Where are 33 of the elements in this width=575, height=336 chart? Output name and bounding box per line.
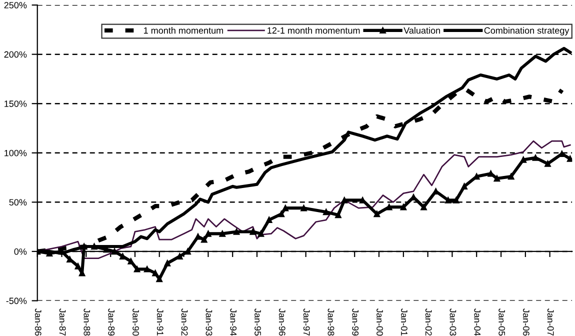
x-tick-label: Jan-03 — [450, 308, 456, 336]
x-tick-label: Jan-06 — [523, 308, 530, 336]
x-tick-label: Jan-89 — [108, 308, 115, 336]
legend-label: Valuation — [404, 27, 440, 34]
x-tick-label: Jan-93 — [206, 308, 212, 336]
x-tick-label: Jan-02 — [425, 308, 432, 336]
x-tick-label: Jan-90 — [132, 308, 139, 336]
x-tick-label: Jan-86 — [34, 308, 42, 336]
y-tick-label: -50% — [6, 298, 27, 304]
x-tick-label: Jan-00 — [376, 308, 383, 336]
x-tick-label: Jan-97 — [303, 308, 310, 336]
y-tick-label: 50% — [9, 199, 27, 206]
y-tick-label: 250% — [4, 2, 27, 8]
y-tick-label: 150% — [4, 100, 27, 107]
x-tick-label: Jan-01 — [401, 308, 408, 336]
x-tick-label: Jan-96 — [278, 308, 286, 336]
y-tick-label: 0% — [14, 248, 27, 255]
x-tick-label: Jan-94 — [230, 308, 237, 336]
legend-label: 12-1 month momentum — [268, 27, 360, 34]
x-tick-label: Jan-04 — [474, 308, 481, 336]
x-tick-label: Jan-95 — [254, 308, 261, 336]
x-tick-label: Jan-88 — [84, 308, 90, 336]
x-tick-label: Jan-92 — [181, 308, 188, 336]
legend-label: Combination strategy — [484, 27, 570, 36]
x-tick-label: Jan-87 — [59, 308, 66, 336]
y-tick-label: 100% — [4, 150, 27, 156]
x-tick-label: Jan-98 — [328, 308, 334, 336]
legend-label: 1 month momentum — [144, 27, 223, 34]
y-tick-label: 200% — [4, 51, 27, 58]
x-tick-label: Jan-07 — [547, 308, 554, 336]
x-tick-label: Jan-99 — [352, 308, 359, 336]
x-tick-label: Jan-91 — [156, 308, 164, 336]
x-tick-label: Jan-05 — [498, 308, 506, 336]
